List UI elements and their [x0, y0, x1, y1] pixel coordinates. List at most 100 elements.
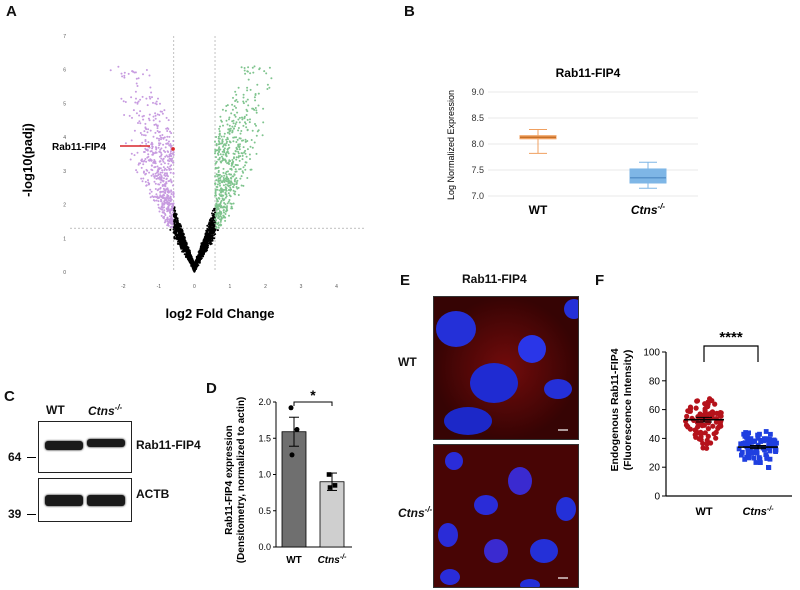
box-plot-title: Rab11-FIP4 [556, 66, 621, 80]
volcano-point [232, 140, 235, 143]
volcano-point [109, 69, 112, 72]
volcano-point [233, 180, 236, 183]
panel-f-label: F [595, 272, 605, 289]
volcano-point [170, 217, 173, 220]
volcano-point [233, 153, 236, 155]
volcano-point [154, 114, 157, 117]
volcano-point [156, 165, 159, 168]
volcano-point [168, 168, 171, 171]
volcano-point [239, 143, 241, 146]
volcano-point [229, 182, 232, 185]
volcano-point [163, 209, 166, 212]
volcano-point [152, 196, 155, 199]
volcano-point [241, 154, 244, 157]
dot-point [736, 446, 742, 452]
volcano-point [167, 119, 170, 122]
dot-ytick: 100 [643, 348, 660, 359]
volcano-point [186, 251, 189, 253]
dot-point [742, 457, 748, 462]
volcano-point [241, 139, 243, 142]
volcano-point [153, 175, 156, 178]
volcano-point [177, 236, 180, 239]
volcano-point [209, 236, 212, 239]
volcano-point [192, 263, 195, 266]
volcano-point [270, 77, 273, 80]
volcano-point [158, 120, 161, 123]
panel-a-label: A [6, 3, 17, 20]
volcano-point [145, 184, 148, 187]
volcano-point [158, 176, 161, 179]
volcano-point [233, 136, 236, 139]
volcano-point [220, 206, 223, 209]
volcano-point [166, 172, 168, 175]
volcano-point [166, 224, 169, 227]
volcano-point [230, 188, 233, 191]
volcano-point [218, 146, 221, 149]
bar-xtick-wt: WT [286, 555, 302, 566]
volcano-point [156, 124, 158, 127]
volcano-point [227, 144, 230, 146]
volcano-point [249, 145, 252, 148]
volcano-point [172, 215, 175, 218]
volcano-point [148, 95, 151, 98]
volcano-ytick: 5 [63, 101, 66, 107]
volcano-point [148, 113, 151, 116]
volcano-point [246, 98, 249, 101]
volcano-point [154, 112, 157, 115]
volcano-point [242, 93, 245, 96]
volcano-point [214, 233, 217, 236]
volcano-point [171, 205, 174, 208]
volcano-point [155, 151, 158, 154]
volcano-point [217, 153, 220, 156]
volcano-point [225, 195, 228, 198]
box-ytick: 9.0 [471, 87, 484, 97]
volcano-point [170, 216, 173, 219]
volcano-point [173, 223, 176, 226]
volcano-point [249, 158, 251, 160]
dot-point [744, 432, 750, 438]
volcano-point [218, 130, 221, 133]
volcano-point [245, 100, 248, 103]
volcano-point [263, 70, 266, 73]
volcano-point [190, 260, 193, 262]
volcano-point [215, 160, 218, 163]
volcano-point [265, 72, 268, 75]
volcano-point [225, 175, 228, 178]
dot-point [754, 450, 760, 456]
volcano-point [149, 86, 152, 89]
volcano-point [224, 216, 227, 219]
volcano-point [165, 142, 168, 145]
volcano-point [244, 152, 247, 155]
volcano-point [162, 211, 165, 214]
volcano-point [202, 251, 205, 254]
volcano-point [231, 131, 234, 134]
bar-xtick-ctns: Ctns-/- [318, 554, 348, 566]
panel-b-label: B [404, 3, 415, 20]
marker-39: 39 [8, 507, 22, 521]
volcano-xtick: -2 [121, 284, 126, 290]
volcano-point [225, 155, 228, 158]
volcano-point [142, 73, 144, 76]
volcano-point [153, 162, 156, 164]
volcano-point [229, 186, 232, 189]
volcano-point [243, 117, 246, 119]
volcano-point [160, 214, 163, 217]
volcano-point [224, 206, 227, 209]
volcano-point [145, 142, 148, 145]
volcano-point [213, 221, 216, 224]
volcano-point [151, 147, 154, 150]
volcano-point [153, 159, 156, 161]
volcano-point [211, 222, 214, 225]
dot-point [745, 447, 751, 452]
volcano-xtick: 0 [193, 284, 196, 290]
volcano-point [249, 168, 252, 171]
volcano-point [169, 228, 172, 231]
volcano-point [219, 179, 222, 182]
volcano-point [152, 135, 155, 138]
volcano-point [218, 177, 221, 180]
volcano-point [247, 104, 250, 107]
volcano-point [257, 104, 260, 107]
volcano-point [207, 242, 209, 245]
volcano-point [231, 159, 234, 161]
volcano-point [160, 179, 163, 182]
